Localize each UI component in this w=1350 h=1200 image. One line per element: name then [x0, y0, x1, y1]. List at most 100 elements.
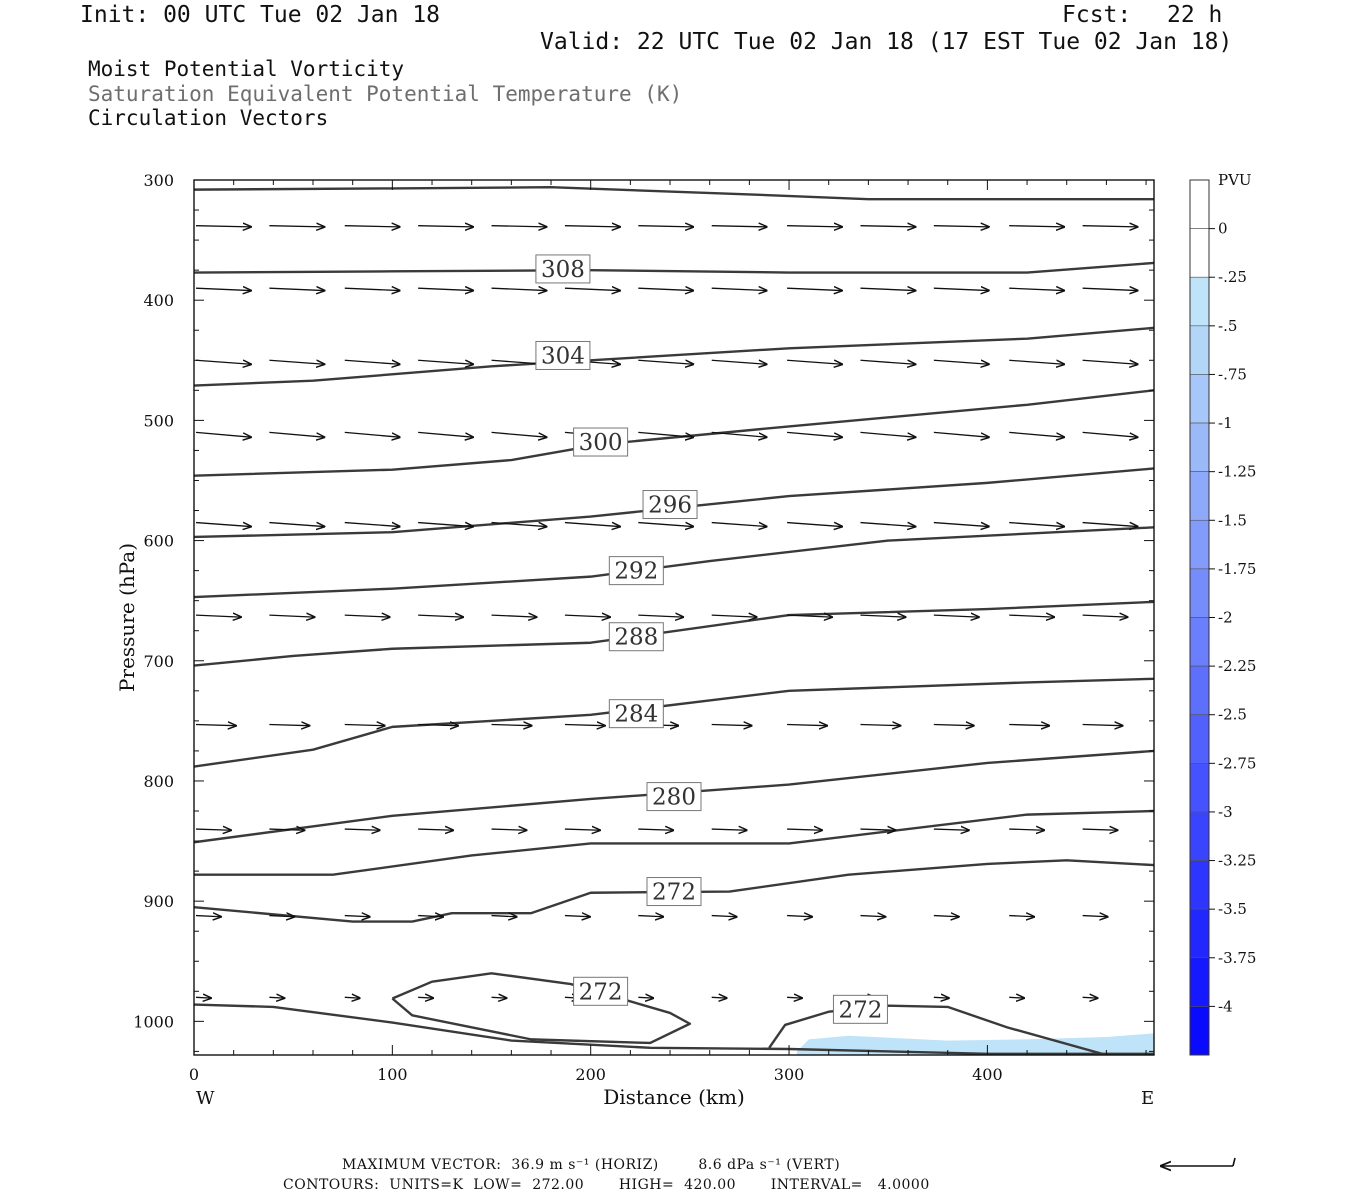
- contour-272-line: [391, 972, 692, 1045]
- circulation-vector: [491, 288, 547, 290]
- contour-label: 284: [614, 702, 658, 728]
- contour-label-box: [573, 976, 629, 1006]
- colorbar-swatch: [1189, 325, 1210, 375]
- circulation-vector: [418, 997, 433, 998]
- circulation-vector: [860, 829, 895, 830]
- circulation-vector: [344, 724, 385, 725]
- circulation-vector: [933, 226, 989, 227]
- colorbar-tick-label: -1.75: [1218, 560, 1256, 578]
- circulation-vector: [860, 724, 900, 725]
- circulation-vector: [1082, 431, 1138, 437]
- circulation-vector: [711, 288, 767, 290]
- circulation-vector: [195, 226, 251, 227]
- circulation-vector: [1082, 615, 1128, 617]
- circulation-vector: [638, 615, 683, 617]
- colorbar-swatch: [1189, 1006, 1210, 1056]
- circulation-vector: [418, 523, 473, 527]
- circulation-vector: [638, 997, 653, 998]
- colorbar-tick-label: 0: [1218, 220, 1228, 238]
- circulation-vector: [269, 288, 324, 290]
- colorbar-swatch: [1189, 957, 1210, 1007]
- colorbar-swatch: [1189, 471, 1210, 521]
- circulation-vector: [787, 916, 812, 917]
- circulation-vector: [711, 226, 767, 227]
- circulation-vector: [491, 916, 517, 917]
- x-tick-label: 0: [189, 1065, 199, 1084]
- circulation-vector: [1009, 916, 1034, 917]
- forecast-label: Fcst:: [1062, 2, 1132, 28]
- y-tick-label: 600: [143, 532, 174, 551]
- circulation-vector: [1082, 724, 1123, 725]
- circulation-vector: [1082, 226, 1138, 227]
- colorbar-tick-label: -3.25: [1218, 852, 1256, 870]
- circulation-vector: [418, 360, 473, 364]
- circulation-vector: [564, 288, 620, 290]
- circulation-vector: [269, 615, 314, 617]
- circulation-vector: [564, 523, 620, 527]
- circulation-vector: [491, 997, 507, 998]
- colorbar-swatch: [1189, 665, 1210, 716]
- circulation-vector: [195, 288, 251, 290]
- circulation-vector: [418, 724, 458, 725]
- colorbar-swatch: [1189, 519, 1210, 570]
- contour-label-box: [535, 254, 591, 284]
- circulation-vector: [195, 829, 231, 830]
- circulation-vector: [195, 916, 221, 917]
- colorbar-swatch: [1189, 763, 1210, 813]
- plot-frame: [193, 179, 1155, 1056]
- circulation-vector: [564, 724, 605, 725]
- west-label: W: [196, 1088, 215, 1109]
- colorbar-swatch: [1189, 811, 1210, 861]
- contour-304-line: [194, 326, 1154, 387]
- contour-label: 308: [541, 257, 585, 283]
- circulation-vector: [711, 431, 767, 437]
- colorbar-tick-label: -4: [1218, 997, 1233, 1015]
- y-tick-label: 500: [143, 411, 174, 430]
- y-tick-label: 300: [143, 171, 174, 190]
- circulation-vector: [418, 615, 463, 617]
- contour-label: 296: [648, 493, 692, 519]
- x-tick-label: 200: [575, 1065, 606, 1084]
- circulation-vector: [195, 615, 241, 617]
- contour-label-box: [535, 340, 591, 370]
- contour-312-line: [194, 186, 1154, 201]
- circulation-vector: [787, 523, 842, 527]
- circulation-vector: [1009, 226, 1064, 227]
- circulation-vector: [344, 916, 370, 917]
- circulation-vector: [711, 523, 767, 527]
- circulation-vector: [418, 916, 443, 917]
- circulation-vector: [269, 523, 324, 527]
- circulation-vector: [711, 997, 727, 998]
- circulation-vector: [933, 288, 989, 290]
- x-tick-label: 100: [377, 1065, 408, 1084]
- init-time: Init: 00 UTC Tue 02 Jan 18: [80, 2, 441, 28]
- circulation-vector: [638, 360, 693, 364]
- colorbar-swatch: [1189, 568, 1210, 618]
- x-tick-label: 400: [972, 1065, 1003, 1084]
- contour-label: 292: [614, 559, 658, 585]
- circulation-vector: [711, 724, 752, 725]
- circulation-vector: [638, 829, 673, 830]
- colorbar-swatch: [1189, 422, 1210, 472]
- circulation-vector: [344, 360, 400, 364]
- circulation-vector: [1009, 829, 1044, 830]
- circulation-vector: [933, 360, 989, 364]
- circulation-vector: [1082, 829, 1118, 830]
- colorbar-swatch: [1189, 228, 1210, 278]
- circulation-vector: [933, 523, 989, 527]
- colorbar-unit-label: PVU: [1218, 171, 1252, 189]
- circulation-vector: [344, 997, 360, 998]
- y-tick-label: 1000: [133, 1012, 174, 1031]
- circulation-vector: [1009, 523, 1064, 527]
- colorbar-swatch: [1189, 714, 1210, 764]
- contour-label: 300: [579, 430, 623, 456]
- contour-label: 272: [579, 979, 623, 1005]
- colorbar-tick-label: -1.25: [1218, 463, 1256, 481]
- contour-288-line: [194, 600, 1154, 667]
- circulation-vector: [344, 431, 400, 437]
- contour-label-box: [608, 622, 664, 652]
- circulation-vector: [491, 724, 532, 725]
- colorbar-swatch: [1189, 374, 1210, 424]
- circulation-vector: [195, 997, 211, 998]
- contour-label-box: [608, 556, 664, 586]
